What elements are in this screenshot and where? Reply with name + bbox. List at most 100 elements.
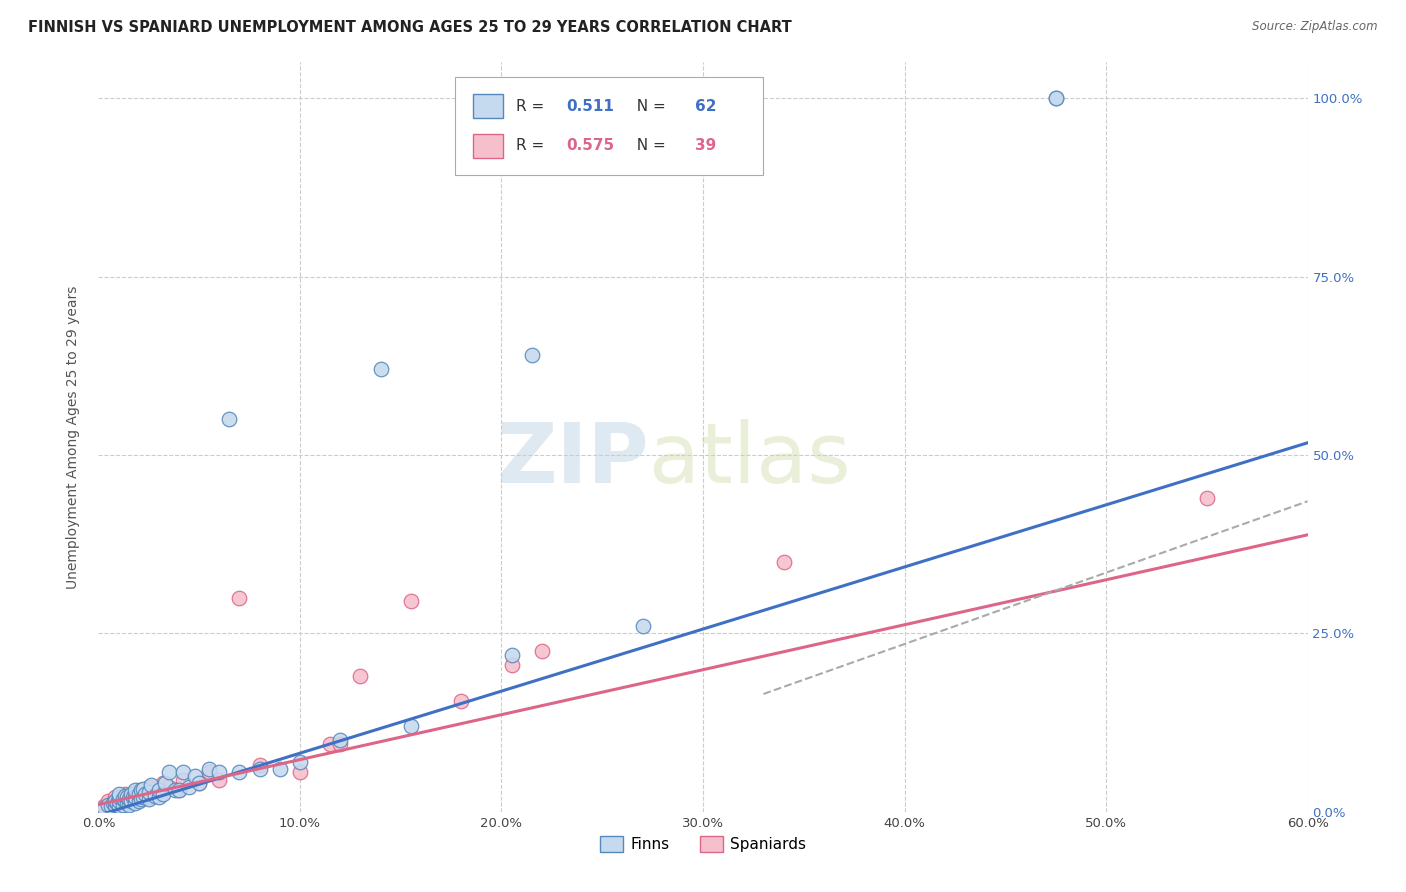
Point xyxy=(198,762,221,776)
Text: 0.511: 0.511 xyxy=(567,99,614,114)
Point xyxy=(143,787,166,801)
Point xyxy=(249,758,271,772)
Text: R =: R = xyxy=(516,99,548,114)
Point xyxy=(132,787,155,801)
Point xyxy=(107,787,129,801)
Point xyxy=(152,787,174,801)
Point xyxy=(97,797,120,812)
Point xyxy=(139,778,162,792)
Text: Source: ZipAtlas.com: Source: ZipAtlas.com xyxy=(1253,20,1378,33)
Text: N =: N = xyxy=(627,138,671,153)
Point xyxy=(157,765,180,780)
Point xyxy=(152,776,174,790)
Point xyxy=(107,799,129,814)
Text: FINNISH VS SPANIARD UNEMPLOYMENT AMONG AGES 25 TO 29 YEARS CORRELATION CHART: FINNISH VS SPANIARD UNEMPLOYMENT AMONG A… xyxy=(28,20,792,35)
Point xyxy=(208,765,231,780)
Point xyxy=(288,765,311,780)
Point xyxy=(128,794,150,808)
Point xyxy=(399,594,422,608)
Point xyxy=(120,790,142,805)
Text: R =: R = xyxy=(516,138,548,153)
Point xyxy=(114,787,136,801)
Point xyxy=(138,780,160,794)
Point xyxy=(124,787,146,801)
Point xyxy=(138,790,160,805)
Point xyxy=(128,792,150,806)
Point xyxy=(101,796,124,810)
Point xyxy=(198,765,221,780)
Point xyxy=(288,755,311,769)
Point xyxy=(772,555,794,569)
Point xyxy=(329,737,352,751)
Point xyxy=(111,797,134,812)
Point xyxy=(143,789,166,803)
Point xyxy=(269,762,291,776)
Point xyxy=(107,794,129,808)
Point xyxy=(124,794,146,808)
Point xyxy=(115,796,138,810)
Point xyxy=(97,794,120,808)
Point xyxy=(129,783,152,797)
Point xyxy=(138,792,160,806)
Legend: Finns, Spaniards: Finns, Spaniards xyxy=(593,830,813,858)
Point xyxy=(188,776,211,790)
Text: ZIP: ZIP xyxy=(496,419,648,500)
Point xyxy=(218,412,240,426)
Point xyxy=(179,780,201,794)
Point xyxy=(118,792,141,806)
Point xyxy=(103,797,125,812)
Point xyxy=(157,780,180,794)
Point xyxy=(134,787,156,801)
Point xyxy=(349,669,371,683)
Point xyxy=(120,787,142,801)
Text: 39: 39 xyxy=(695,138,716,153)
Point xyxy=(121,790,143,805)
FancyBboxPatch shape xyxy=(474,134,503,158)
Point xyxy=(103,790,125,805)
Point xyxy=(148,790,170,805)
Point xyxy=(124,796,146,810)
Point xyxy=(107,797,129,812)
Point xyxy=(249,762,271,776)
Point xyxy=(118,796,141,810)
Point xyxy=(124,783,146,797)
Point xyxy=(114,794,136,808)
Point xyxy=(148,783,170,797)
Point xyxy=(530,644,553,658)
Point xyxy=(1045,91,1067,105)
FancyBboxPatch shape xyxy=(474,95,503,119)
Point xyxy=(1195,491,1218,505)
Point xyxy=(114,789,136,803)
Point xyxy=(1045,91,1067,105)
Point xyxy=(148,783,170,797)
Point xyxy=(118,789,141,803)
Text: atlas: atlas xyxy=(648,419,851,500)
Point xyxy=(228,765,250,780)
Point xyxy=(129,792,152,806)
Point xyxy=(184,769,207,783)
FancyBboxPatch shape xyxy=(456,78,763,175)
Point xyxy=(450,694,472,708)
Text: 62: 62 xyxy=(695,99,716,114)
Point xyxy=(124,790,146,805)
Point xyxy=(100,799,122,814)
Point xyxy=(631,619,654,633)
Point xyxy=(501,648,523,662)
Text: N =: N = xyxy=(627,99,671,114)
Point xyxy=(228,591,250,605)
Point xyxy=(105,796,128,810)
Point xyxy=(172,772,194,787)
Point xyxy=(163,783,186,797)
Point xyxy=(132,781,155,796)
Point xyxy=(188,776,211,790)
Point xyxy=(111,792,134,806)
Point xyxy=(118,797,141,812)
Point xyxy=(111,794,134,808)
Point xyxy=(172,765,194,780)
Point xyxy=(107,790,129,805)
Text: 0.575: 0.575 xyxy=(567,138,614,153)
Point xyxy=(208,772,231,787)
Point xyxy=(93,799,115,814)
Point xyxy=(138,785,160,799)
Point xyxy=(132,790,155,805)
